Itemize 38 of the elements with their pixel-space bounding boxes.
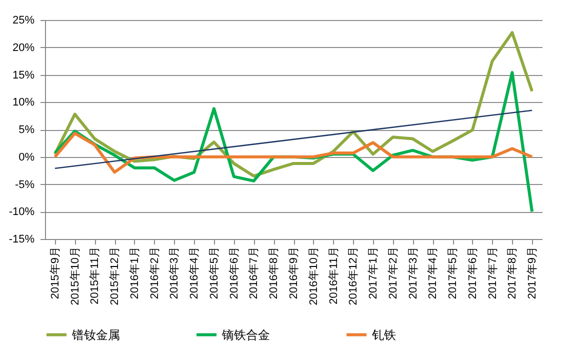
legend-label: 镝铁合金 [221, 328, 270, 342]
y-tick-label: 5% [18, 124, 35, 136]
y-tick-label: -5% [14, 178, 35, 191]
y-tick-label: 25% [12, 14, 35, 26]
x-tick-label: 2017年5月 [447, 246, 460, 300]
legend-label: 镨钕金属 [71, 328, 120, 342]
x-tick-label: 2017年1月 [368, 246, 380, 300]
x-tick-label: 2016年10月 [308, 246, 320, 306]
x-tick-label: 2015年10月 [69, 246, 82, 306]
x-tick-label: 2016年8月 [268, 246, 280, 300]
x-tick-label: 2017年4月 [427, 246, 440, 300]
x-tick-label: 2017年8月 [506, 246, 519, 300]
x-tick-label: 2016年9月 [288, 246, 300, 300]
x-tick-label: 2015年11月 [89, 246, 102, 304]
x-tick-label: 2016年7月 [248, 246, 260, 300]
y-tick-label: 0% [18, 151, 35, 164]
x-tick-label: 2016年4月 [188, 246, 201, 300]
x-tick-label: 2016年12月 [348, 246, 360, 306]
x-tick-label: 2016年6月 [228, 246, 240, 300]
x-tick-label: 2017年9月 [526, 246, 539, 300]
line-series [53, 132, 534, 174]
y-tick-label: -15% [8, 234, 35, 246]
x-tick-label: 2016年1月 [128, 246, 141, 300]
x-tick-label: 2017年7月 [486, 246, 499, 300]
legend-label: 钆铁 [371, 328, 396, 342]
x-tick-label: 2015年12月 [109, 246, 122, 306]
x-tick-label: 2016年3月 [168, 246, 181, 300]
x-tick-label: 2017年3月 [407, 246, 420, 300]
y-tick-label: -10% [8, 206, 35, 218]
x-tick-label: 2015年9月 [49, 246, 62, 300]
y-tick-label: 15% [12, 69, 35, 82]
x-tick-label: 2016年2月 [148, 246, 161, 300]
x-tick-label: 2017年2月 [387, 246, 400, 300]
x-tick-label: 2016年11月 [328, 246, 340, 304]
y-tick-label: 20% [12, 42, 35, 54]
y-tick-label: 10% [12, 96, 35, 109]
x-tick-label: 2017年6月 [466, 246, 479, 300]
x-tick-label: 2016年5月 [208, 246, 220, 300]
